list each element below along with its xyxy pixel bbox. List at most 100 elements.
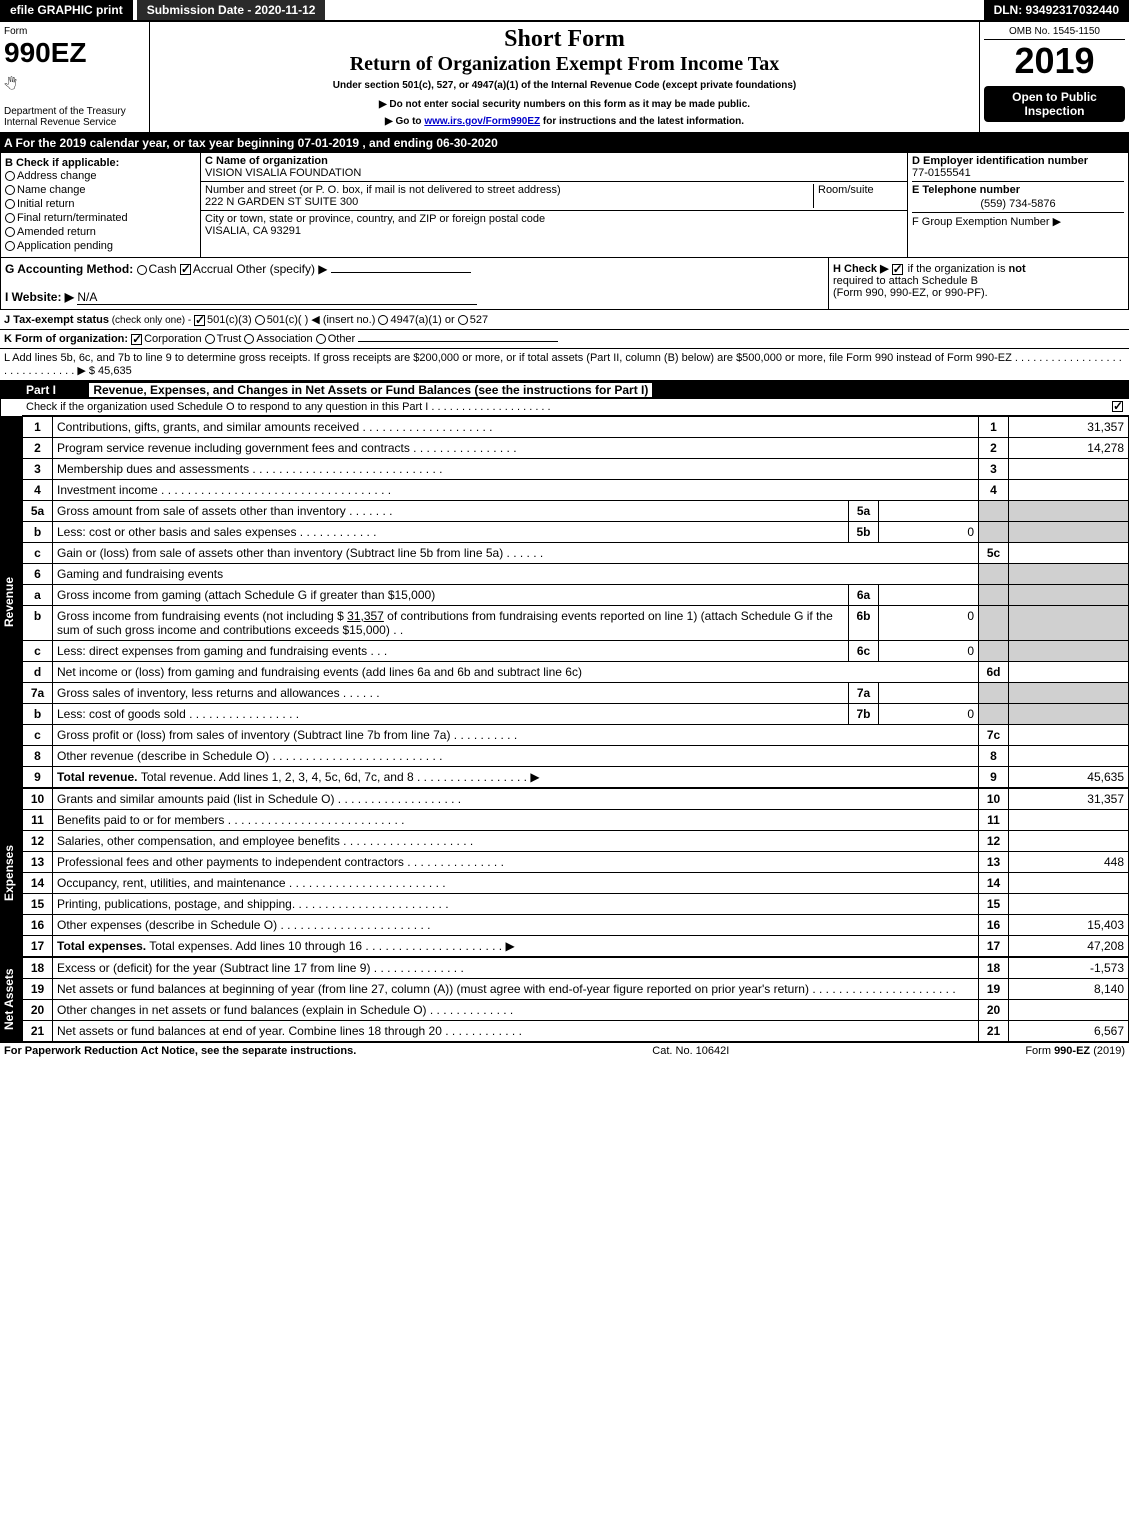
- line-h-checkbox[interactable]: [892, 264, 903, 275]
- table-row: 2 Program service revenue including gove…: [23, 438, 1129, 459]
- line-j-note: (check only one) -: [109, 315, 194, 326]
- other-specify-input[interactable]: [331, 272, 471, 273]
- efile-graphic: GRAPHIC: [37, 3, 92, 17]
- net-assets-section: Net Assets 18Excess or (deficit) for the…: [0, 957, 1129, 1042]
- table-row: 5a Gross amount from sale of assets othe…: [23, 501, 1129, 522]
- room-label: Room/suite: [818, 184, 874, 196]
- check-application-pending[interactable]: Application pending: [5, 239, 196, 253]
- revenue-label: Revenue: [0, 416, 22, 788]
- city-value: VISALIA, CA 93291: [205, 225, 301, 237]
- line-l: L Add lines 5b, 6c, and 7b to line 9 to …: [0, 349, 1129, 381]
- line-i-label: I Website: ▶: [5, 290, 74, 304]
- table-row: 20Other changes in net assets or fund ba…: [23, 1000, 1129, 1021]
- cat-no: Cat. No. 10642I: [652, 1045, 729, 1057]
- part1-header-row: Part I Revenue, Expenses, and Changes in…: [0, 381, 1129, 399]
- line-g-h: G Accounting Method: Cash Accrual Other …: [0, 258, 1129, 310]
- line-h: H Check ▶ if the organization is not req…: [828, 258, 1128, 309]
- website-value: N/A: [77, 290, 477, 305]
- accrual-checkbox[interactable]: [180, 264, 191, 275]
- paperwork-notice: For Paperwork Reduction Act Notice, see …: [4, 1045, 356, 1057]
- street-label: Number and street (or P. O. box, if mail…: [205, 184, 561, 196]
- assoc-radio[interactable]: [244, 334, 254, 344]
- part1-title: Revenue, Expenses, and Changes in Net As…: [89, 383, 652, 397]
- irs-label: Internal Revenue Service: [4, 117, 145, 128]
- 501c-radio[interactable]: [255, 315, 265, 325]
- table-row: 18Excess or (deficit) for the year (Subt…: [23, 958, 1129, 979]
- return-title: Return of Organization Exempt From Incom…: [154, 53, 975, 76]
- table-row: c Gross profit or (loss) from sales of i…: [23, 725, 1129, 746]
- net-assets-label: Net Assets: [0, 957, 22, 1042]
- efile-print: print: [93, 3, 123, 17]
- table-row: 13Professional fees and other payments t…: [23, 852, 1129, 873]
- check-name-change[interactable]: Name change: [5, 183, 196, 197]
- line-6b-desc: Gross income from fundraising events (no…: [53, 606, 849, 641]
- check-initial-return[interactable]: Initial return: [5, 197, 196, 211]
- expenses-table: 10Grants and similar amounts paid (list …: [22, 788, 1129, 957]
- line-j-label: J Tax-exempt status: [4, 314, 109, 326]
- table-row: 1 Contributions, gifts, grants, and simi…: [23, 417, 1129, 438]
- box-d-e-f: D Employer identification number 77-0155…: [908, 153, 1128, 257]
- part1-schedule-o-checkbox[interactable]: [1112, 401, 1123, 412]
- box-c: C Name of organization VISION VISALIA FO…: [201, 153, 908, 257]
- section-a-tax-year: A For the 2019 calendar year, or tax yea…: [0, 134, 1129, 153]
- line-h-prefix: H Check ▶: [833, 263, 892, 275]
- phone-value: (559) 734-5876: [912, 196, 1124, 213]
- no-ssn: ▶ Do not enter social security numbers o…: [154, 99, 975, 110]
- check-address-change[interactable]: Address change: [5, 169, 196, 183]
- efile-print-button[interactable]: efile GRAPHIC print: [0, 0, 133, 20]
- check-amended-return[interactable]: Amended return: [5, 225, 196, 239]
- line-17-desc: Total expenses. Total expenses. Add line…: [53, 936, 979, 957]
- goto-link[interactable]: www.irs.gov/Form990EZ: [424, 116, 540, 127]
- revenue-section: Revenue 1 Contributions, gifts, grants, …: [0, 416, 1129, 788]
- table-row: 16Other expenses (describe in Schedule O…: [23, 915, 1129, 936]
- 4947-radio[interactable]: [378, 315, 388, 325]
- table-row: 21Net assets or fund balances at end of …: [23, 1021, 1129, 1042]
- short-form-title: Short Form: [154, 26, 975, 53]
- phone-label: E Telephone number: [912, 184, 1124, 196]
- city-label: City or town, state or province, country…: [205, 213, 545, 225]
- table-row: 11Benefits paid to or for members . . . …: [23, 810, 1129, 831]
- line-l-text: L Add lines 5b, 6c, and 7b to line 9 to …: [4, 352, 1122, 377]
- check-final-return[interactable]: Final return/terminated: [5, 211, 196, 225]
- line-l-amount: 45,635: [98, 365, 132, 377]
- top-bar: efile GRAPHIC print Submission Date - 20…: [0, 0, 1129, 22]
- street-value: 222 N GARDEN ST SUITE 300: [205, 196, 358, 208]
- line-9-desc: Total revenue. Total revenue. Add lines …: [53, 767, 979, 788]
- 501c3-checkbox[interactable]: [194, 315, 205, 326]
- org-info-block: B Check if applicable: Address change Na…: [0, 153, 1129, 258]
- org-name-label: C Name of organization: [205, 155, 328, 167]
- group-exemption-label: F Group Exemption Number ▶: [912, 215, 1124, 228]
- trust-radio[interactable]: [205, 334, 215, 344]
- under-section: Under section 501(c), 527, or 4947(a)(1)…: [154, 80, 975, 91]
- table-row: 6 Gaming and fundraising events: [23, 564, 1129, 585]
- table-row: b Less: cost of goods sold . . . . . . .…: [23, 704, 1129, 725]
- org-name-box: C Name of organization VISION VISALIA FO…: [201, 153, 907, 182]
- part1-check-text: Check if the organization used Schedule …: [26, 401, 551, 413]
- other-org-input[interactable]: [358, 341, 558, 342]
- form-footer-label: Form 990-EZ (2019): [1025, 1045, 1125, 1057]
- line-g: G Accounting Method: Cash Accrual Other …: [1, 258, 828, 309]
- table-row: a Gross income from gaming (attach Sched…: [23, 585, 1129, 606]
- line-h-suffix: if the organization is: [905, 263, 1009, 275]
- goto-prefix: ▶ Go to: [385, 116, 424, 127]
- table-row: 8 Other revenue (describe in Schedule O)…: [23, 746, 1129, 767]
- corp-checkbox[interactable]: [131, 334, 142, 345]
- form-number: 990EZ: [4, 37, 145, 69]
- form-word: Form: [4, 26, 145, 37]
- line-h-not: not: [1009, 263, 1026, 275]
- table-row: 4 Investment income . . . . . . . . . . …: [23, 480, 1129, 501]
- part1-check-row: Check if the organization used Schedule …: [0, 399, 1129, 416]
- line-h-3: (Form 990, 990-EZ, or 990-PF).: [833, 287, 988, 299]
- ein-value: 77-0155541: [912, 167, 1124, 182]
- goto-suffix: for instructions and the latest informat…: [540, 116, 744, 127]
- line-k-label: K Form of organization:: [4, 333, 128, 345]
- expenses-label: Expenses: [0, 788, 22, 957]
- line-h-2: required to attach Schedule B: [833, 275, 978, 287]
- table-row: 9 Total revenue. Total revenue. Add line…: [23, 767, 1129, 788]
- tax-year: 2019: [984, 40, 1125, 82]
- 527-radio[interactable]: [458, 315, 468, 325]
- cash-radio[interactable]: [137, 265, 147, 275]
- line-g-label: G Accounting Method:: [5, 262, 133, 276]
- header-right: OMB No. 1545-1150 2019 Open to Public In…: [979, 22, 1129, 132]
- other-org-radio[interactable]: [316, 334, 326, 344]
